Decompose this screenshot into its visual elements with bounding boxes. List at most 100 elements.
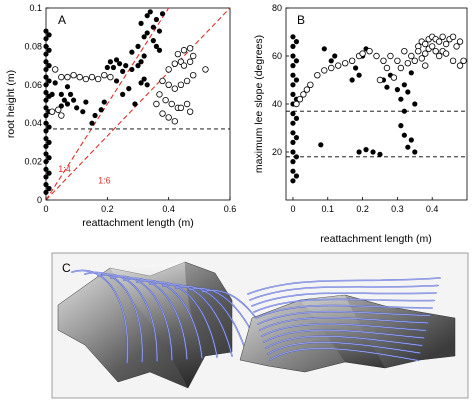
y-tick-label: 0.02 [24, 157, 42, 167]
filled-data-point [293, 154, 300, 160]
filled-data-point [153, 16, 159, 23]
open-data-point [64, 73, 71, 81]
streamline-highlight [257, 311, 431, 325]
filled-data-point [141, 34, 147, 40]
open-data-point [58, 73, 65, 81]
filled-data-point [43, 151, 49, 157]
filled-data-point [67, 91, 74, 97]
filled-data-point [43, 51, 49, 57]
open-data-point [153, 100, 160, 108]
y-tick-label: 60 [272, 51, 282, 61]
panel-a-x-axis-label: reattachment length (m) [82, 217, 193, 229]
filled-data-point [43, 74, 49, 80]
open-data-point [88, 73, 96, 81]
open-data-point [418, 55, 425, 62]
open-data-point [171, 60, 178, 67]
filled-data-point [135, 63, 141, 69]
open-data-point [435, 38, 443, 45]
open-data-point [422, 62, 429, 69]
open-data-point [293, 100, 300, 108]
filled-data-point [43, 28, 49, 34]
open-data-point [48, 108, 56, 115]
filled-data-point [290, 178, 296, 184]
open-data-point [52, 66, 59, 73]
open-data-point [174, 50, 182, 58]
filled-data-point [46, 47, 52, 53]
streamline-highlight [110, 276, 173, 361]
open-data-point [422, 50, 429, 57]
open-data-point [432, 48, 439, 55]
filled-data-point [43, 105, 49, 111]
open-data-point [94, 75, 102, 83]
open-data-point [303, 86, 311, 93]
filled-data-point [107, 59, 113, 65]
filled-data-point [353, 65, 359, 71]
filled-data-point [144, 82, 150, 88]
right-terrain-trough [300, 295, 385, 368]
filled-data-point [43, 189, 49, 195]
open-data-point [383, 64, 391, 72]
panel-a-y-ticks: 0 0.02 0.04 0.06 0.08 0.1 [24, 3, 49, 205]
y-tick-label: 0.06 [24, 80, 42, 90]
filled-data-point [321, 46, 327, 52]
filled-data-point [290, 53, 296, 59]
filled-data-point [401, 108, 407, 114]
panel-b-data-points [290, 33, 467, 184]
open-data-point [296, 95, 304, 103]
open-data-point [183, 100, 191, 108]
filled-data-point [71, 97, 77, 103]
filled-data-point [159, 11, 166, 17]
y-tick-label: 0.1 [29, 3, 42, 13]
streamline-highlight [84, 272, 143, 363]
filled-data-point [110, 64, 117, 71]
x-tick-label: 0.1 [322, 204, 335, 214]
filled-data-point [43, 36, 49, 42]
filled-data-point [363, 147, 369, 153]
open-data-point [335, 62, 342, 69]
filled-data-point [144, 13, 150, 19]
open-data-point [55, 106, 62, 113]
streamline-highlight [263, 329, 425, 343]
x-tick-label: 0.2 [101, 204, 114, 214]
filled-data-point [52, 80, 58, 86]
x-tick-label: 0.4 [426, 204, 439, 214]
filled-data-point [290, 111, 296, 117]
filled-data-point [394, 87, 400, 93]
ratio-reference-line [45, 7, 231, 201]
filled-data-point [83, 99, 89, 105]
filled-data-point [46, 185, 52, 192]
y-tick-label: 20 [272, 147, 282, 157]
filled-data-point [290, 72, 296, 78]
open-data-point [183, 77, 191, 85]
filled-data-point [43, 89, 49, 96]
filled-data-point [46, 139, 52, 145]
filled-data-point [120, 91, 126, 97]
open-data-point [58, 112, 65, 119]
filled-data-point [89, 120, 95, 126]
filled-data-point [46, 155, 52, 161]
filled-data-point [293, 39, 300, 45]
open-data-point [348, 57, 356, 64]
open-data-point [171, 118, 178, 125]
open-data-point [189, 52, 197, 60]
left-terrain-ridge [110, 262, 205, 388]
open-data-point [435, 52, 443, 60]
filled-data-point [43, 182, 49, 188]
panel-b-x-axis-label: reattachment length (m) [320, 233, 431, 245]
panel-b-x-ticks: 0 0.1 0.2 0.3 0.4 [290, 197, 438, 214]
streamline-highlight [71, 270, 128, 364]
filled-data-point [98, 107, 104, 113]
open-data-point [328, 64, 335, 72]
panel-b-chart: 0 0.1 0.2 0.3 0.4 20 40 60 80 B reattachment le… [253, 3, 468, 245]
filled-data-point [401, 132, 407, 138]
open-data-point [159, 77, 166, 85]
y-tick-label: 0.08 [24, 41, 42, 51]
filled-data-point [150, 24, 156, 30]
streamline-highlight [261, 323, 427, 337]
open-data-point [401, 48, 408, 55]
filled-data-point [356, 149, 362, 155]
open-data-point [428, 43, 436, 50]
open-data-point [404, 60, 412, 67]
panel-a-chart: 1:4 1:6 0 0.2 0.4 0.6 0 0.02 0.04 0.06 0.08 0.1 A… [5, 3, 236, 229]
